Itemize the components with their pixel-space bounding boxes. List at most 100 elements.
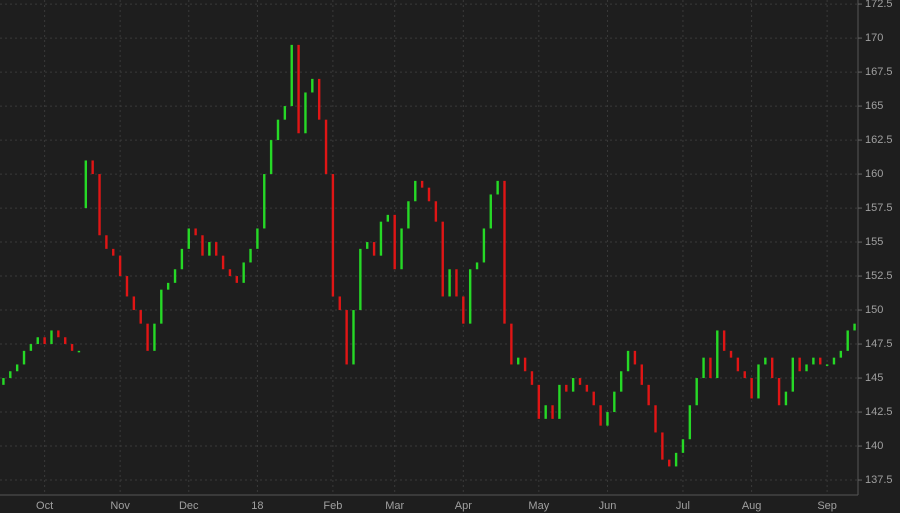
price-bar: [98, 174, 101, 236]
price-bar: [379, 221, 383, 256]
price-bar: [489, 194, 492, 229]
price-bar: [647, 384, 650, 406]
price-bar: [297, 44, 300, 134]
price-bar: [791, 357, 794, 392]
price-bar: [112, 248, 115, 256]
price-bar: [702, 357, 705, 379]
x-tick-label: Jun: [599, 500, 617, 512]
price-bar: [407, 201, 410, 229]
price-bar: [393, 214, 396, 270]
y-tick-label: 140: [865, 440, 883, 452]
price-bar: [221, 255, 225, 270]
price-bar: [153, 323, 156, 351]
price-bar: [366, 242, 369, 249]
price-bar: [832, 357, 836, 365]
price-bar: [70, 344, 74, 351]
price-bar: [709, 357, 712, 379]
price-bar: [283, 106, 287, 120]
price-bar: [668, 459, 671, 467]
price-bar: [750, 378, 753, 399]
x-tick-label: Sep: [817, 500, 837, 512]
price-bar: [345, 310, 348, 365]
y-tick-label: 155: [865, 236, 883, 248]
price-bar: [825, 364, 829, 366]
price-bar: [125, 276, 129, 297]
price-bar: [619, 371, 623, 392]
price-bar: [592, 391, 595, 406]
y-tick-label: 150: [865, 304, 883, 316]
price-bar: [9, 371, 12, 379]
x-tick-label: 18: [251, 500, 263, 512]
price-bar: [317, 78, 321, 120]
price-bar: [606, 412, 609, 426]
price-bar: [695, 378, 698, 406]
price-bar: [235, 276, 239, 283]
price-bar: [585, 384, 589, 392]
price-bar: [29, 344, 33, 351]
price-bar: [386, 214, 390, 222]
price-bar: [242, 262, 245, 283]
price-bar: [482, 228, 486, 263]
price-bar: [208, 242, 211, 256]
price-bar: [256, 228, 259, 249]
price-bar: [722, 330, 726, 351]
price-bar: [736, 357, 740, 372]
y-tick-label: 162.5: [865, 134, 893, 146]
price-bar: [118, 255, 122, 277]
price-bar: [64, 337, 67, 345]
price-bar: [290, 44, 293, 107]
price-bar: [757, 364, 760, 399]
price-bar: [304, 92, 307, 134]
price-bar: [468, 269, 472, 324]
price-bar: [187, 228, 190, 249]
x-tick-label: Oct: [36, 500, 53, 512]
price-bar: [372, 242, 376, 256]
price-bar: [777, 378, 781, 406]
price-bar: [729, 350, 733, 358]
price-bar: [551, 405, 554, 419]
price-bar: [517, 357, 520, 365]
price-bar: [640, 364, 643, 385]
y-tick-label: 147.5: [865, 338, 893, 350]
price-bar: [77, 350, 81, 353]
price-bar: [427, 187, 431, 202]
price-bar: [571, 378, 575, 392]
price-bar: [716, 330, 719, 379]
price-bar: [565, 384, 568, 392]
x-tick-label: Jul: [676, 500, 690, 512]
price-bar: [599, 405, 602, 426]
price-bar: [771, 357, 774, 379]
price-bar: [633, 350, 637, 365]
price-bar: [22, 350, 26, 365]
price-bar: [105, 235, 108, 249]
price-bar: [160, 289, 163, 324]
price-bar: [496, 180, 499, 195]
price-bar: [84, 160, 87, 209]
x-tick-label: Nov: [110, 500, 130, 512]
price-bar: [146, 323, 149, 351]
y-tick-label: 160: [865, 168, 883, 180]
price-bar: [91, 160, 94, 175]
price-bar: [57, 330, 60, 338]
price-bar: [455, 269, 458, 297]
price-bar: [784, 391, 788, 406]
y-tick-label: 170: [865, 32, 883, 44]
price-bar: [654, 405, 657, 433]
price-bar: [530, 371, 534, 385]
price-bar: [819, 357, 822, 365]
price-bar: [276, 119, 280, 141]
price-bar: [201, 235, 204, 256]
price-bar: [613, 391, 616, 413]
price-bar: [338, 296, 341, 311]
price-bar: [503, 180, 506, 324]
price-bar: [578, 378, 582, 385]
price-bar: [846, 330, 849, 351]
price-bar: [173, 269, 177, 283]
price-bar: [331, 174, 335, 297]
price-bar: [311, 78, 314, 93]
price-bar: [805, 364, 808, 372]
price-bar: [537, 384, 541, 419]
price-bar: [764, 357, 767, 365]
price-bar: [523, 357, 527, 372]
